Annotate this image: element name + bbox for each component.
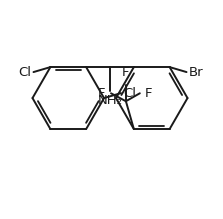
Text: F: F xyxy=(122,66,130,79)
Text: Cl: Cl xyxy=(123,87,136,100)
Text: Cl: Cl xyxy=(19,65,31,79)
Text: NH₂: NH₂ xyxy=(97,94,122,107)
Text: F: F xyxy=(145,87,152,100)
Text: Br: Br xyxy=(188,65,203,79)
Text: F: F xyxy=(97,87,105,100)
